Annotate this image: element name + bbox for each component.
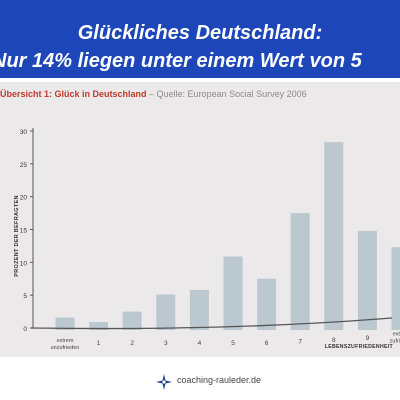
y-tick-label: 30 bbox=[20, 129, 28, 136]
footer-brand[interactable]: coaching-rauleder.de bbox=[177, 375, 262, 385]
banner-subtitle: Nur 14% liegen unter einem Wert von 5 bbox=[0, 50, 362, 72]
figure-heading: Übersicht 1: Glück in Deutschland – Quel… bbox=[0, 89, 307, 99]
x-axis-label: LEBENSZUFRIEDENHEIT bbox=[325, 344, 394, 350]
bar bbox=[357, 230, 377, 330]
x-tick-label: 7 bbox=[298, 338, 302, 345]
bar bbox=[223, 256, 243, 330]
x-tick-label: 3 bbox=[164, 340, 168, 347]
banner-title: Glückliches Deutschland: bbox=[77, 22, 323, 44]
x-tick-label: 9 bbox=[366, 335, 370, 342]
x-axis-line bbox=[30, 317, 393, 330]
bar bbox=[89, 322, 109, 330]
y-tick-label: 15 bbox=[20, 228, 28, 235]
bar bbox=[391, 247, 400, 330]
compass-star-icon bbox=[156, 374, 172, 390]
y-tick-label: 10 bbox=[20, 260, 28, 267]
y-tick-label: 5 bbox=[23, 293, 27, 300]
bar bbox=[55, 317, 75, 330]
y-tick-label: 25 bbox=[20, 162, 28, 169]
y-tick-label: 20 bbox=[20, 195, 28, 202]
y-axis: 0 5 10 15 20 25 30 PROZENT DER BEFRAGTEN bbox=[14, 128, 34, 333]
y-axis-label: PROZENT DER BEFRAGTEN bbox=[14, 195, 20, 276]
x-tick-label: 1 bbox=[97, 340, 101, 347]
x-tick-label: 4 bbox=[198, 340, 202, 347]
bar bbox=[257, 278, 277, 330]
y-tick-label: 0 bbox=[23, 326, 27, 333]
figure-source: – Quelle: European Social Survey 2006 bbox=[146, 89, 307, 99]
x-tick-label: 2 bbox=[130, 340, 134, 347]
x-tick-label: extremzufrieden bbox=[390, 332, 400, 345]
bar bbox=[122, 311, 142, 330]
chart-figure: Übersicht 1: Glück in Deutschland – Quel… bbox=[0, 82, 400, 357]
figure-title: Übersicht 1: Glück in Deutschland bbox=[0, 89, 147, 99]
x-tick-label: 8 bbox=[332, 337, 336, 344]
bar bbox=[156, 294, 176, 330]
title-banner: Glückliches Deutschland: Nur 14% liegen … bbox=[0, 0, 400, 78]
bars bbox=[55, 142, 400, 330]
footer: coaching-rauleder.de bbox=[0, 360, 400, 400]
x-tick-label: 5 bbox=[231, 340, 235, 347]
bar bbox=[290, 213, 310, 330]
bar bbox=[189, 289, 209, 330]
bar bbox=[324, 142, 344, 330]
x-tick-label: 6 bbox=[265, 340, 269, 347]
x-tick-label: extrem unzufrieden bbox=[51, 338, 80, 351]
